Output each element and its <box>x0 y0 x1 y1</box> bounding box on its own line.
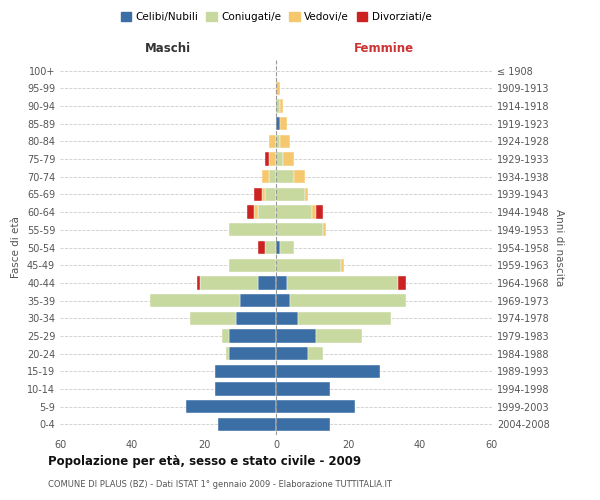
Bar <box>312 206 316 219</box>
Bar <box>269 152 276 166</box>
Bar <box>280 100 283 112</box>
Bar <box>276 152 283 166</box>
Bar <box>276 330 316 342</box>
Bar <box>276 347 308 360</box>
Bar <box>236 312 276 325</box>
Bar <box>276 400 355 413</box>
Bar <box>229 223 276 236</box>
Bar <box>305 188 308 201</box>
Bar <box>262 170 269 183</box>
Bar <box>258 241 265 254</box>
Bar <box>316 330 362 342</box>
Legend: Celibi/Nubili, Coniugati/e, Vedovi/e, Divorziati/e: Celibi/Nubili, Coniugati/e, Vedovi/e, Di… <box>116 8 436 26</box>
Bar <box>222 330 229 342</box>
Text: Popolazione per età, sesso e stato civile - 2009: Popolazione per età, sesso e stato civil… <box>48 455 361 468</box>
Bar <box>341 258 344 272</box>
Bar <box>283 152 294 166</box>
Bar <box>215 382 276 396</box>
Bar <box>276 100 280 112</box>
Bar <box>290 294 406 307</box>
Bar <box>398 276 406 289</box>
Bar <box>276 294 290 307</box>
Bar <box>276 206 312 219</box>
Bar <box>276 364 380 378</box>
Bar <box>280 117 287 130</box>
Bar <box>280 241 294 254</box>
Bar <box>240 294 276 307</box>
Bar <box>262 188 265 201</box>
Bar <box>265 152 269 166</box>
Bar <box>215 364 276 378</box>
Bar <box>254 206 258 219</box>
Bar <box>200 276 258 289</box>
Bar <box>276 382 330 396</box>
Bar <box>186 400 276 413</box>
Bar <box>258 276 276 289</box>
Bar <box>298 312 391 325</box>
Bar <box>218 418 276 431</box>
Bar <box>276 188 305 201</box>
Bar <box>276 170 294 183</box>
Bar <box>287 276 398 289</box>
Bar <box>229 258 276 272</box>
Text: Femmine: Femmine <box>354 42 414 54</box>
Bar <box>276 134 280 148</box>
Bar <box>316 206 323 219</box>
Bar <box>265 188 276 201</box>
Bar <box>276 312 298 325</box>
Bar <box>308 347 323 360</box>
Bar <box>247 206 254 219</box>
Bar <box>323 223 326 236</box>
Bar <box>269 134 276 148</box>
Bar <box>197 276 200 289</box>
Y-axis label: Anni di nascita: Anni di nascita <box>554 209 563 286</box>
Bar <box>276 258 341 272</box>
Bar <box>276 117 280 130</box>
Y-axis label: Fasce di età: Fasce di età <box>11 216 21 278</box>
Bar <box>254 188 262 201</box>
Bar <box>150 294 240 307</box>
Bar <box>190 312 236 325</box>
Bar <box>265 241 276 254</box>
Bar <box>276 276 287 289</box>
Bar <box>276 418 330 431</box>
Bar <box>258 206 276 219</box>
Bar <box>280 134 290 148</box>
Text: Maschi: Maschi <box>145 42 191 54</box>
Text: COMUNE DI PLAUS (BZ) - Dati ISTAT 1° gennaio 2009 - Elaborazione TUTTITALIA.IT: COMUNE DI PLAUS (BZ) - Dati ISTAT 1° gen… <box>48 480 392 489</box>
Bar <box>229 347 276 360</box>
Bar <box>269 170 276 183</box>
Bar <box>229 330 276 342</box>
Bar <box>276 82 280 95</box>
Bar <box>226 347 229 360</box>
Bar <box>276 241 280 254</box>
Bar <box>294 170 305 183</box>
Bar <box>276 223 323 236</box>
